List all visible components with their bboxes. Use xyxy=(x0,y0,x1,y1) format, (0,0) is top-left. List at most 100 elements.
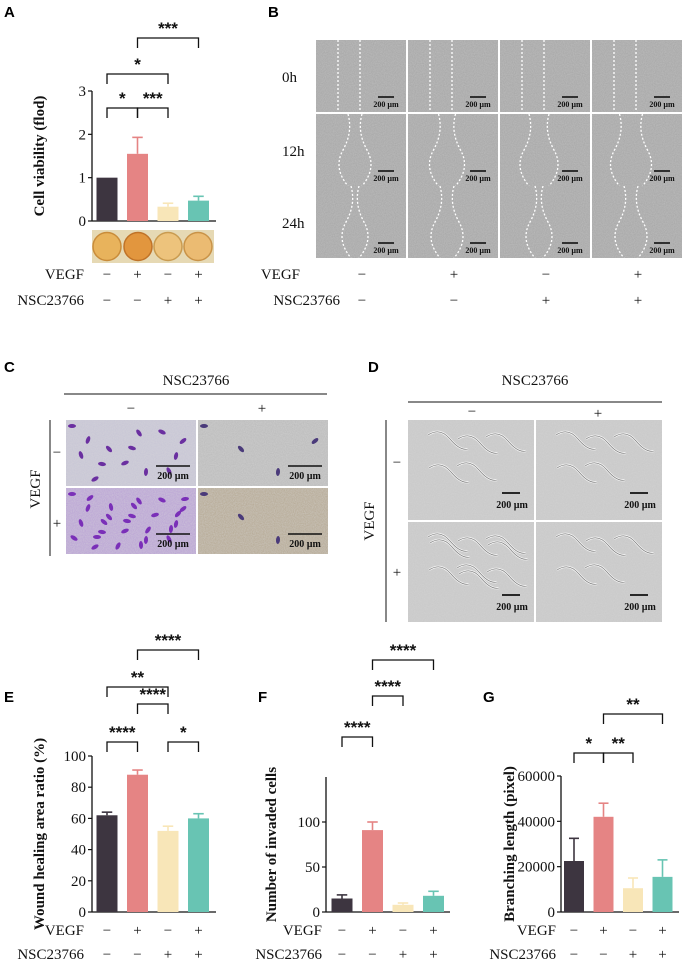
dish-3 xyxy=(153,231,183,262)
nsc-sign-1: − xyxy=(368,947,376,962)
nsc-row-label: NSC23766 xyxy=(17,947,84,962)
y-tick-label-0: 0 xyxy=(313,905,321,921)
y-tick-label-4: 80 xyxy=(71,780,86,796)
y-tick-label-1: 20 xyxy=(71,874,86,890)
invaded-cell-3-2 xyxy=(275,536,281,544)
y-tick-label-0: 0 xyxy=(79,905,87,921)
invaded-cell-2-10 xyxy=(85,504,91,512)
conditions-f: VEGF NSC23766 − + − + − − + + xyxy=(255,923,437,962)
invaded-cell-2-14 xyxy=(115,542,121,550)
bar-1 xyxy=(593,816,614,912)
invaded-cell-2-15 xyxy=(151,512,159,518)
invaded-cell-2-22 xyxy=(174,510,182,518)
nsc-sign-0: − xyxy=(103,293,111,309)
micrograph-b-texture-1-2 xyxy=(500,114,590,186)
timepoint-label-0: 0h xyxy=(282,70,298,86)
dish-4 xyxy=(183,231,213,262)
chart-e: 0 20 40 60 80 100 Wound healing area ratio (%)… xyxy=(32,631,216,930)
wound-edge-right-1-1 xyxy=(453,113,466,187)
y-tick-label-1: 50 xyxy=(305,860,320,876)
bar-1 xyxy=(127,774,148,912)
invasion-texture-1 xyxy=(198,420,328,486)
wound-edge-right-2-3 xyxy=(635,185,648,259)
sig-bracket-3 xyxy=(106,686,169,697)
sig-label-1: *** xyxy=(143,89,163,108)
sig-label-1: * xyxy=(180,723,187,742)
invaded-cell-0-4 xyxy=(98,461,106,467)
invaded-cell-2-13 xyxy=(78,519,84,527)
scale-label-d-1: 200 µm xyxy=(624,500,656,511)
y-axis-title: Branching length (pixel) xyxy=(502,766,518,922)
invaded-cell-2-5 xyxy=(136,497,142,505)
wound-edge-left-1-3 xyxy=(609,113,622,187)
y-tick-label-3: 60 xyxy=(71,811,86,827)
tube-outline-1-4 xyxy=(585,435,627,454)
vegf-sign-0: − xyxy=(358,267,366,283)
nsc-row-label: NSC23766 xyxy=(489,947,556,962)
row-sign-1: + xyxy=(53,516,61,532)
y-axis-title: Wound healing area ratio (%) xyxy=(32,738,48,930)
tube-outline-1-1 xyxy=(584,462,626,481)
tube-outline-3-3 xyxy=(556,566,598,585)
y-tick-label-3: 3 xyxy=(79,84,87,100)
nsc-header: NSC23766 xyxy=(502,373,569,389)
bar-1 xyxy=(127,153,148,221)
invaded-cell-2-3 xyxy=(179,506,187,512)
tube-outline-2-8 xyxy=(487,541,529,560)
vegf-sign-1: + xyxy=(368,923,376,939)
invaded-cell-1-3 xyxy=(311,438,319,444)
invaded-cell-0-3 xyxy=(179,438,187,444)
nsc-sign-3: + xyxy=(634,293,642,309)
bar-3 xyxy=(188,818,209,912)
sig-label-0: **** xyxy=(344,718,371,737)
micrograph-b-texture-0-0 xyxy=(316,40,406,112)
invaded-cell-2-21 xyxy=(138,541,144,549)
tube-formation-micrographs: NSC23766 − + VEGF − +200 µm 200 µm 200 µm 200 µm xyxy=(362,373,662,622)
vegf-sign-2: − xyxy=(399,923,407,939)
wound-edge-left-1-0 xyxy=(338,113,351,187)
scale-label-b-0-0: 200 µm xyxy=(373,100,399,109)
micrograph-b-texture-2-0 xyxy=(316,186,406,258)
sig-label-0: * xyxy=(585,734,592,753)
tube-outline-0-4 xyxy=(457,435,499,454)
invaded-cell-2-11 xyxy=(121,528,129,534)
invaded-cell-0-0 xyxy=(68,424,76,428)
nsc-sign-1: − xyxy=(133,947,141,962)
vegf-sign-3: + xyxy=(429,923,437,939)
invaded-cell-0-7 xyxy=(91,476,99,482)
vegf-sign-2: − xyxy=(164,923,172,939)
invaded-cell-2-7 xyxy=(91,544,99,550)
vegf-side-label: VEGF xyxy=(28,469,44,508)
sig-bracket-4 xyxy=(136,649,200,660)
sig-label-4: **** xyxy=(155,631,182,650)
sig-label-3: *** xyxy=(158,19,178,38)
tube-outline-1-2 xyxy=(613,433,655,452)
y-tick-label-0: 0 xyxy=(79,214,87,230)
vegf-sign-0: − xyxy=(103,923,111,939)
row-sign-1: + xyxy=(393,565,401,581)
vegf-sign-1: + xyxy=(133,267,141,283)
invaded-cell-0-8 xyxy=(128,445,136,451)
sig-bracket-3 xyxy=(136,37,200,48)
tube-outline-3-0 xyxy=(555,533,597,552)
nsc-sign-2: + xyxy=(164,947,172,962)
tube-outline-2-4 xyxy=(457,537,499,556)
invaded-cell-0-10 xyxy=(85,436,91,444)
vegf-row-label: VEGF xyxy=(45,923,84,939)
y-tick-label-1: 20000 xyxy=(518,860,556,876)
nsc-sign-1: − xyxy=(599,947,607,962)
y-tick-label-0: 0 xyxy=(548,905,556,921)
scale-label-c-1: 200 µm xyxy=(289,471,321,482)
y-tick-label-2: 2 xyxy=(79,127,87,143)
scale-label-b-0-2: 200 µm xyxy=(557,100,583,109)
invaded-cell-2-8 xyxy=(128,513,136,519)
nsc-row-label: NSC23766 xyxy=(273,293,340,309)
invaded-cell-2-19 xyxy=(181,496,189,502)
y-tick-label-2: 100 xyxy=(298,815,321,831)
scale-label-b-2-0: 200 µm xyxy=(373,246,399,255)
invaded-cell-3-0 xyxy=(200,492,208,496)
tube-outline-2-7 xyxy=(458,570,500,589)
invaded-cell-2-6 xyxy=(173,520,179,528)
micrograph-b-texture-0-3 xyxy=(592,40,682,112)
